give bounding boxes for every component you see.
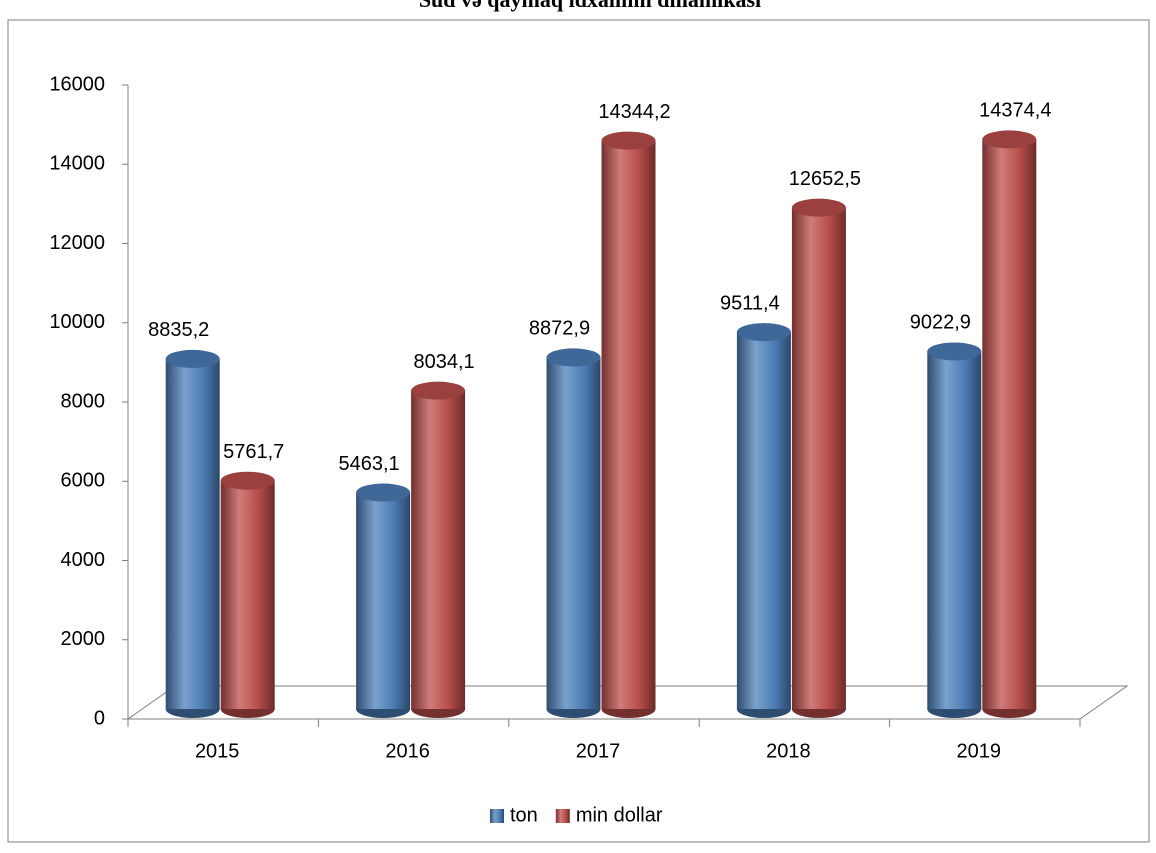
data-label: 5761,7 bbox=[223, 441, 284, 463]
legend-label: min dollar bbox=[576, 804, 663, 826]
chart-title: Süd və qaymaq idxalının dinamikası bbox=[419, 0, 761, 12]
x-tick-label: 2015 bbox=[195, 740, 240, 762]
data-label: 5463,1 bbox=[339, 453, 400, 475]
bar-top bbox=[411, 381, 466, 400]
bar bbox=[927, 351, 982, 709]
y-tick-label: 12000 bbox=[49, 232, 105, 254]
bar-top bbox=[220, 471, 275, 490]
bar-top bbox=[927, 342, 982, 361]
data-label: 14374,4 bbox=[979, 100, 1051, 122]
bar bbox=[982, 139, 1037, 709]
bar bbox=[601, 140, 656, 709]
bar bbox=[736, 332, 791, 709]
bar bbox=[356, 492, 411, 709]
bar bbox=[546, 357, 601, 709]
floor bbox=[126, 685, 1129, 720]
data-label: 12652,5 bbox=[789, 168, 861, 190]
legend-label: ton bbox=[510, 804, 538, 826]
data-label: 8835,2 bbox=[148, 319, 209, 341]
data-label: 9022,9 bbox=[910, 312, 971, 334]
x-tick-label: 2018 bbox=[766, 740, 811, 762]
y-tick-label: 8000 bbox=[61, 390, 106, 412]
data-label: 14344,2 bbox=[598, 101, 670, 123]
bar bbox=[411, 390, 466, 709]
y-tick-label: 0 bbox=[94, 707, 105, 729]
y-tick-label: 10000 bbox=[49, 311, 105, 333]
bar-top bbox=[736, 323, 791, 342]
x-tick-label: 2019 bbox=[957, 740, 1002, 762]
legend-swatch bbox=[490, 809, 504, 823]
bar-top bbox=[546, 348, 601, 367]
data-label: 8034,1 bbox=[414, 351, 475, 373]
legend-swatch bbox=[555, 809, 570, 823]
bar-top bbox=[791, 198, 846, 217]
x-tick-label: 2016 bbox=[385, 740, 430, 762]
bar bbox=[220, 480, 275, 709]
x-tick-label: 2017 bbox=[576, 740, 621, 762]
bar bbox=[791, 207, 846, 709]
y-tick-label: 14000 bbox=[49, 153, 105, 175]
y-tick-label: 16000 bbox=[49, 73, 105, 95]
data-label: 8872,9 bbox=[529, 318, 590, 340]
bar-top bbox=[356, 483, 411, 502]
bar-top bbox=[601, 131, 656, 150]
y-tick-label: 6000 bbox=[61, 470, 106, 492]
y-tick-label: 2000 bbox=[61, 628, 106, 650]
y-tick-label: 4000 bbox=[61, 549, 106, 571]
bar-top bbox=[165, 349, 220, 368]
bar bbox=[165, 358, 220, 709]
bar-top bbox=[982, 130, 1037, 149]
data-label: 9511,4 bbox=[720, 292, 780, 314]
